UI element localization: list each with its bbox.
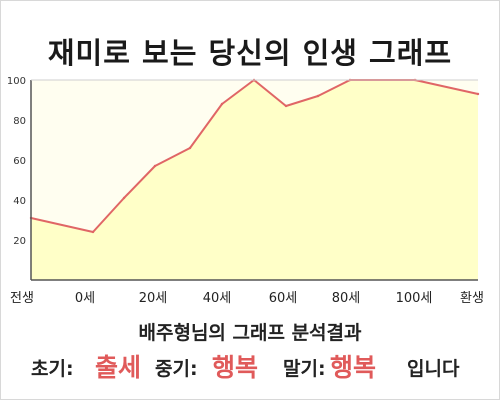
data-point-2 — [122, 196, 126, 200]
chart-title: 재미로 보는 당신의 인생 그래프 — [47, 36, 453, 70]
area-fill — [31, 80, 478, 280]
y-tick-label-20: 20 — [13, 236, 26, 247]
data-point-11 — [476, 92, 480, 96]
late-value: 행복 — [330, 353, 377, 382]
x-tick-label-7: 환생 — [460, 291, 484, 306]
data-point-3 — [153, 164, 157, 168]
data-point-1 — [91, 230, 95, 234]
y-tick-label-60: 60 — [13, 156, 26, 167]
x-tick-label-1: 0세 — [75, 291, 95, 306]
early-value: 출세 — [95, 353, 142, 382]
x-tick-label-4: 60세 — [269, 291, 298, 306]
x-tick-label-0: 전생 — [10, 291, 34, 306]
x-tick-label-5: 80세 — [332, 291, 361, 306]
data-point-8 — [316, 94, 320, 98]
analysis-summary: 초기: 출세 중기: 행복 말기: 행복 입니다 — [0, 344, 500, 384]
data-point-5 — [220, 102, 224, 106]
y-tick-label-80: 80 — [13, 116, 26, 127]
mid-label: 중기: — [155, 358, 198, 380]
late-label: 말기: — [283, 358, 326, 380]
life-chart: 20 40 60 80 100 전생 0세 20세 40세 60세 80세 100세 환생 — [7, 76, 484, 306]
data-point-7 — [284, 104, 288, 108]
x-tick-label-2: 20세 — [139, 291, 168, 306]
y-tick-label-40: 40 — [13, 196, 26, 207]
x-tick-label-6: 100세 — [396, 291, 433, 306]
early-label: 초기: — [31, 358, 74, 380]
x-tick-label-3: 40세 — [203, 291, 232, 306]
ending-text: 입니다 — [407, 358, 460, 380]
analysis-heading: 배주형님의 그래프 분석결과 — [138, 322, 362, 344]
y-tick-label-100: 100 — [7, 76, 26, 87]
data-point-4 — [188, 146, 192, 150]
mid-value: 행복 — [212, 353, 259, 382]
